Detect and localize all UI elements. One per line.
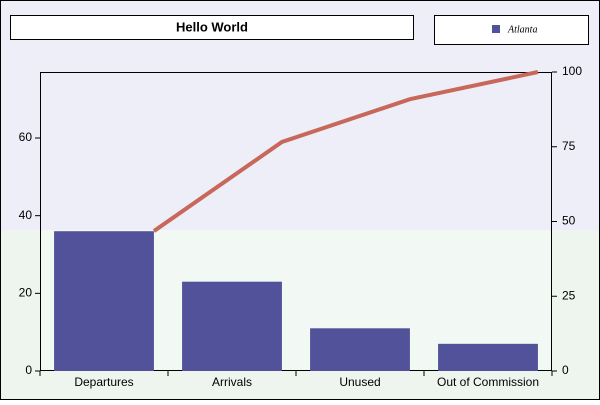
- x-tick-label: Unused: [339, 375, 380, 389]
- y2-tick-label: 50: [562, 214, 576, 228]
- cumulative-line: [152, 70, 539, 233]
- y-tick-label: 40: [19, 208, 33, 222]
- legend-label: Atlanta: [507, 24, 537, 35]
- y2-tick-label: 25: [562, 288, 576, 302]
- y2-tick-label: 0: [562, 363, 569, 377]
- y-tick-label: 0: [25, 363, 32, 377]
- y2-tick-label: 75: [562, 139, 576, 153]
- y-tick-label: 60: [19, 130, 33, 144]
- x-tick-label: Out of Commission: [437, 375, 539, 389]
- x-tick-label: Departures: [74, 375, 133, 389]
- bar: [310, 328, 410, 371]
- x-tick-label: Arrivals: [212, 375, 252, 389]
- y-tick-label: 20: [19, 286, 33, 300]
- bar: [54, 231, 154, 371]
- bar: [438, 343, 538, 371]
- legend-swatch: [492, 25, 500, 33]
- title-box: [10, 15, 414, 40]
- bar: [182, 281, 282, 371]
- legend-box: [434, 15, 589, 45]
- plot-frame: [40, 72, 552, 371]
- chart-title: Hello World: [176, 19, 248, 34]
- y2-tick-label: 100: [562, 64, 582, 78]
